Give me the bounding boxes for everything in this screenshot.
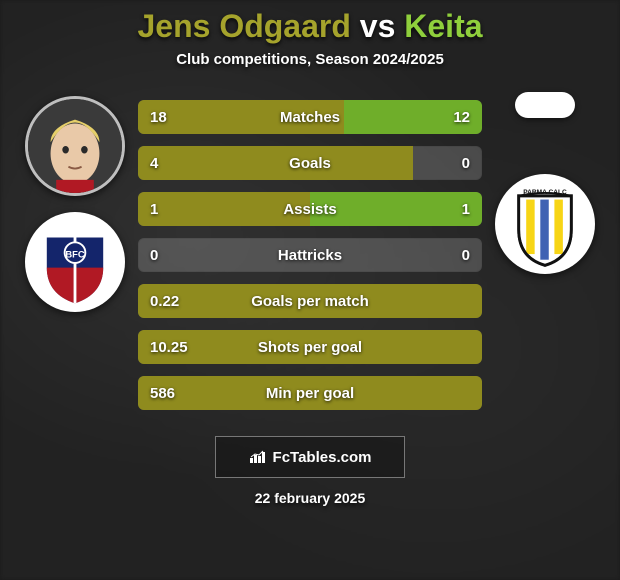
stat-value-left: 0.22 [138, 293, 208, 310]
stat-label: Matches [208, 109, 412, 126]
player1-club-logo: BFC [25, 212, 125, 312]
stat-row: 1Assists1 [138, 192, 482, 226]
stat-row: 0.22Goals per match [138, 284, 482, 318]
stat-value-left: 0 [138, 247, 208, 264]
stat-value-left: 586 [138, 385, 208, 402]
stat-label: Hattricks [208, 247, 412, 264]
stat-label: Goals [208, 155, 412, 172]
stat-value-right: 1 [412, 201, 482, 218]
left-column: BFC [20, 96, 130, 312]
stat-label: Shots per goal [208, 339, 412, 356]
brand-chart-icon [249, 450, 267, 464]
brand-box[interactable]: FcTables.com [215, 436, 405, 478]
stat-row: 0Hattricks0 [138, 238, 482, 272]
right-column: PARMA CALC [490, 96, 600, 274]
brand-text: FcTables.com [273, 449, 372, 466]
stat-row: 18Matches12 [138, 100, 482, 134]
player1-face-icon [28, 96, 122, 196]
page-title: Jens Odgaard vs Keita [0, 8, 620, 45]
comparison-card: Jens Odgaard vs Keita Club competitions,… [0, 0, 620, 580]
title-player2: Keita [404, 8, 482, 44]
stat-value-left: 4 [138, 155, 208, 172]
bologna-badge-icon: BFC [28, 212, 122, 312]
title-player1: Jens Odgaard [137, 8, 350, 44]
main-row: BFC 18Matches124Goals01Assists10Hattrick… [0, 96, 620, 410]
player2-club-logo: PARMA CALC [495, 174, 595, 274]
subtitle: Club competitions, Season 2024/2025 [0, 51, 620, 68]
stat-row: 586Min per goal [138, 376, 482, 410]
svg-text:BFC: BFC [65, 248, 84, 259]
stat-label: Assists [208, 201, 412, 218]
svg-text:PARMA CALC: PARMA CALC [523, 189, 567, 196]
stat-label: Min per goal [208, 385, 412, 402]
stat-row: 4Goals0 [138, 146, 482, 180]
stat-value-left: 18 [138, 109, 208, 126]
stat-value-right: 0 [412, 247, 482, 264]
stat-value-right: 12 [412, 109, 482, 126]
date-text: 22 february 2025 [0, 490, 620, 506]
stat-value-right: 0 [412, 155, 482, 172]
stats-table: 18Matches124Goals01Assists10Hattricks00.… [138, 100, 482, 410]
stat-label: Goals per match [208, 293, 412, 310]
player2-flag [515, 92, 575, 118]
parma-badge-icon: PARMA CALC [498, 174, 592, 274]
stat-row: 10.25Shots per goal [138, 330, 482, 364]
title-vs: vs [351, 8, 404, 44]
stat-value-left: 10.25 [138, 339, 208, 356]
player1-photo [25, 96, 125, 196]
stat-value-left: 1 [138, 201, 208, 218]
